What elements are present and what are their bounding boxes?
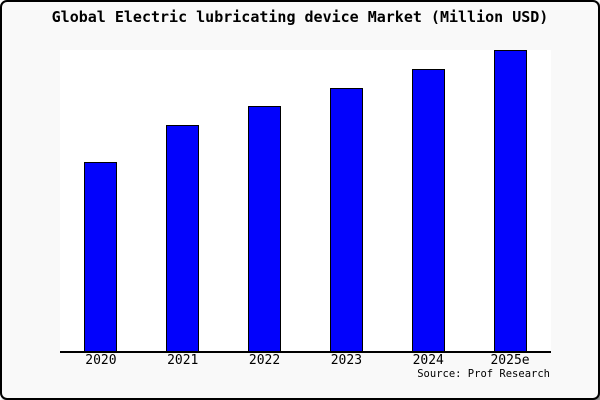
bar-2025e bbox=[493, 50, 527, 351]
source-text: Source: Prof Research bbox=[417, 368, 550, 380]
bar-2020 bbox=[84, 162, 118, 351]
x-tick-label-2021: 2021 bbox=[167, 353, 199, 368]
bar-slot bbox=[142, 50, 224, 351]
plot-area bbox=[60, 50, 551, 353]
x-tick-label-2022: 2022 bbox=[248, 353, 281, 368]
bar-2023 bbox=[329, 88, 363, 351]
bar-slot bbox=[469, 50, 551, 351]
bar-slot bbox=[305, 50, 387, 351]
bar-2022 bbox=[248, 106, 282, 351]
bar-slot bbox=[60, 50, 142, 351]
bar-2024 bbox=[411, 69, 445, 351]
x-tick-label-2024: 2024 bbox=[412, 353, 444, 368]
chart-title: Global Electric lubricating device Marke… bbox=[51, 8, 549, 26]
x-tick-label-2023: 2023 bbox=[330, 353, 363, 368]
x-tick-label-2020: 2020 bbox=[85, 353, 117, 368]
x-axis-labels: 2020 2021 2022 2023 2024 2025e bbox=[60, 354, 551, 368]
x-tick-label-2025e: 2025e bbox=[490, 353, 530, 368]
bar-slot bbox=[387, 50, 469, 351]
bars-container bbox=[60, 50, 551, 351]
bar-2021 bbox=[166, 125, 200, 351]
bar-slot bbox=[224, 50, 306, 351]
